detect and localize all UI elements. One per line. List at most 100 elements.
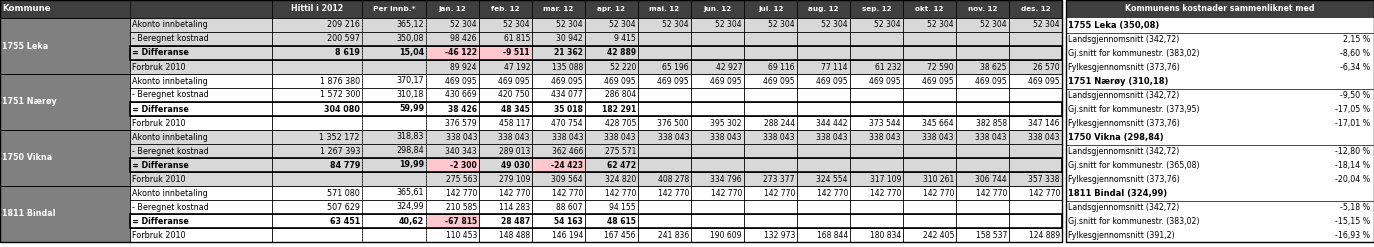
Bar <box>361 144 426 158</box>
Text: 286 804: 286 804 <box>605 90 636 100</box>
Bar <box>532 46 585 60</box>
Bar <box>532 158 585 172</box>
Bar <box>131 172 272 186</box>
Text: 310,18: 310,18 <box>397 90 425 100</box>
Text: 1750 Vikna (298,84): 1750 Vikna (298,84) <box>1068 133 1164 142</box>
Text: feb. 12: feb. 12 <box>491 6 519 12</box>
Bar <box>638 200 691 214</box>
Bar <box>1066 186 1374 201</box>
Bar <box>956 88 1009 102</box>
Bar <box>851 74 903 88</box>
Text: 142 770: 142 770 <box>976 188 1007 198</box>
Bar <box>1066 74 1374 89</box>
Bar <box>1009 144 1062 158</box>
Text: 430 669: 430 669 <box>445 90 477 100</box>
Text: jun. 12: jun. 12 <box>703 6 731 12</box>
Bar <box>691 0 743 18</box>
Text: 338 043: 338 043 <box>976 132 1007 142</box>
Text: 420 750: 420 750 <box>499 90 530 100</box>
Bar <box>426 74 480 88</box>
Bar <box>131 214 272 228</box>
Bar <box>691 88 743 102</box>
Bar <box>691 116 743 130</box>
Text: 168 844: 168 844 <box>816 230 848 240</box>
Bar <box>1066 130 1374 145</box>
Bar <box>956 102 1009 116</box>
Bar <box>585 18 638 32</box>
Text: 362 466: 362 466 <box>551 146 583 156</box>
Bar <box>1066 214 1374 228</box>
Bar <box>585 32 638 46</box>
Text: 142 770: 142 770 <box>870 188 901 198</box>
Text: 408 278: 408 278 <box>658 174 688 184</box>
Bar <box>361 214 426 228</box>
Text: 52 304: 52 304 <box>822 21 848 29</box>
Text: 288 244: 288 244 <box>764 119 796 127</box>
Text: 317 109: 317 109 <box>870 174 901 184</box>
Bar <box>743 18 797 32</box>
Bar <box>638 60 691 74</box>
Text: -24 423: -24 423 <box>551 161 583 169</box>
Bar <box>480 46 532 60</box>
Bar <box>638 144 691 158</box>
Text: 241 836: 241 836 <box>658 230 688 240</box>
Bar <box>743 116 797 130</box>
Text: -67 815: -67 815 <box>445 217 477 226</box>
Text: 469 095: 469 095 <box>764 77 796 85</box>
Bar <box>131 158 1062 172</box>
Text: 338 043: 338 043 <box>605 132 636 142</box>
Text: 72 590: 72 590 <box>927 62 954 71</box>
Bar <box>1009 102 1062 116</box>
Text: 275 571: 275 571 <box>605 146 636 156</box>
Bar <box>691 60 743 74</box>
Bar <box>426 0 480 18</box>
Bar <box>361 200 426 214</box>
Text: = Differanse: = Differanse <box>132 48 188 58</box>
Text: 324 820: 324 820 <box>605 174 636 184</box>
Bar <box>1009 172 1062 186</box>
Bar <box>1009 46 1062 60</box>
Text: okt. 12: okt. 12 <box>915 6 944 12</box>
Bar <box>426 32 480 46</box>
Text: 88 607: 88 607 <box>556 203 583 211</box>
Bar <box>426 228 480 242</box>
Bar <box>956 186 1009 200</box>
Text: des. 12: des. 12 <box>1021 6 1050 12</box>
Bar <box>691 18 743 32</box>
Bar <box>426 144 480 158</box>
Text: 142 770: 142 770 <box>922 188 954 198</box>
Text: 324 554: 324 554 <box>816 174 848 184</box>
Bar <box>272 228 361 242</box>
Bar <box>797 46 851 60</box>
Bar <box>851 214 903 228</box>
Text: 428 705: 428 705 <box>605 119 636 127</box>
Bar <box>797 172 851 186</box>
Bar <box>1009 186 1062 200</box>
Text: 1755 Leka: 1755 Leka <box>1 41 48 50</box>
Text: 190 609: 190 609 <box>710 230 742 240</box>
Text: -9,50 %: -9,50 % <box>1340 91 1370 100</box>
Bar <box>480 158 532 172</box>
Bar <box>851 200 903 214</box>
Bar <box>743 0 797 18</box>
Bar <box>851 172 903 186</box>
Bar <box>272 116 361 130</box>
Text: -18,14 %: -18,14 % <box>1336 161 1370 170</box>
Bar <box>1009 88 1062 102</box>
Bar <box>903 88 956 102</box>
Text: -12,80 %: -12,80 % <box>1336 147 1370 156</box>
Text: 98 426: 98 426 <box>451 35 477 43</box>
Bar <box>532 130 585 144</box>
Text: apr. 12: apr. 12 <box>598 6 625 12</box>
Bar <box>691 158 743 172</box>
Bar <box>638 186 691 200</box>
Text: 52 304: 52 304 <box>556 21 583 29</box>
Bar <box>691 32 743 46</box>
Text: 52 304: 52 304 <box>927 21 954 29</box>
Text: 48 615: 48 615 <box>607 217 636 226</box>
Bar <box>361 130 426 144</box>
Text: 370,17: 370,17 <box>396 77 425 85</box>
Bar <box>743 74 797 88</box>
Bar <box>638 74 691 88</box>
Text: Fylkesgjennomsnitt (373,76): Fylkesgjennomsnitt (373,76) <box>1068 63 1180 72</box>
